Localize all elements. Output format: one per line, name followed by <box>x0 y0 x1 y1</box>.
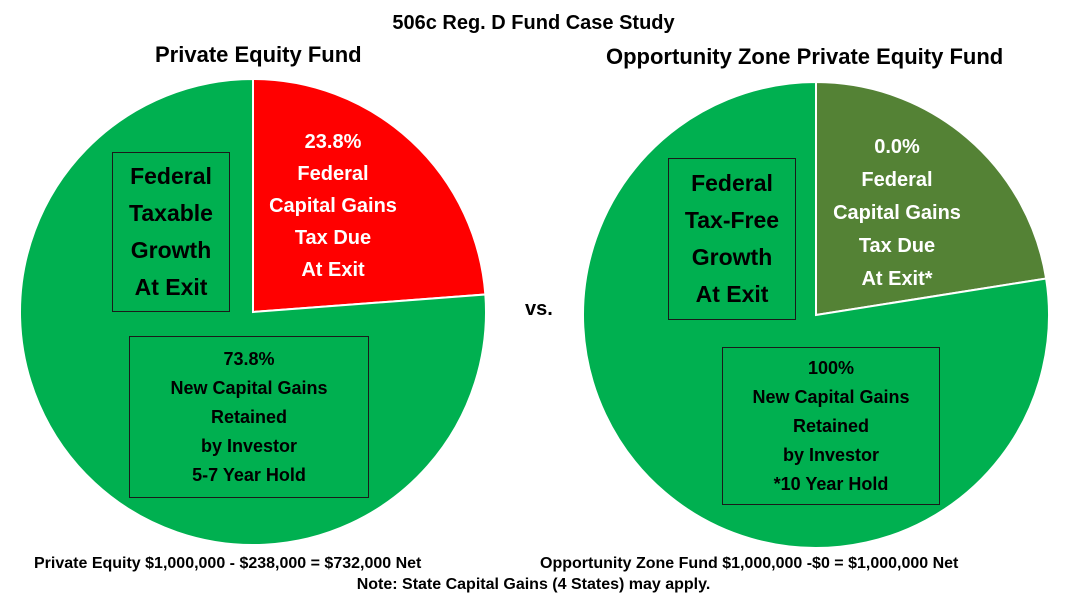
left-pie: 23.8% Federal Capital Gains Tax Due At Exit <box>19 77 487 546</box>
pie-0-slice-1 <box>19 77 487 546</box>
left-federal-label-box: Federal Taxable Growth At Exit <box>112 152 230 312</box>
left-retained-line-2: Retained <box>210 406 288 427</box>
pie-0-slice-0-label-line: 23.8% <box>305 131 362 153</box>
pie-1-slice-0-label-line: Federal <box>861 169 932 191</box>
left-retained-line-1: New Capital Gains <box>170 377 328 398</box>
left-federal-line-0: Federal <box>130 163 212 189</box>
right-retained-line-2: Retained <box>792 415 870 436</box>
right-federal-line-2: Growth <box>691 244 773 270</box>
right-retained-label-box: 100% New Capital Gains Retained by Investor… <box>722 347 940 505</box>
left-chart-title: Private Equity Fund <box>155 42 362 67</box>
right-retained-line-0: 100% <box>807 357 855 378</box>
pie-1-slice-0-label-line: 0.0% <box>874 136 920 158</box>
right-federal-label-box: Federal Tax-Free Growth At Exit <box>668 158 796 320</box>
pie-0-slice-0-label-line: Capital Gains <box>269 195 397 217</box>
right-footer-text: Opportunity Zone Fund $1,000,000 -$0 = $… <box>540 555 959 572</box>
vs-label: vs. <box>525 298 553 320</box>
left-retained-line-0: 73.8% <box>223 348 275 369</box>
pie-0-slice-0 <box>252 77 487 314</box>
left-retained-label-box: 73.8% New Capital Gains Retained by Investo… <box>129 336 369 498</box>
pie-0-slice-0-label: 23.8% Federal Capital Gains Tax Due At Exit <box>269 131 397 281</box>
pie-1-slice-0-label-line: Tax Due <box>859 235 935 257</box>
main-title: 506c Reg. D Fund Case Study <box>392 12 675 34</box>
left-federal-line-3: At Exit <box>134 274 208 300</box>
left-federal-line-1: Taxable <box>129 200 213 226</box>
pie-1-slice-0-label-line: Capital Gains <box>833 202 961 224</box>
right-federal-line-3: At Exit <box>695 281 769 307</box>
right-federal-line-1: Tax-Free <box>684 207 780 233</box>
left-retained-line-3: by Investor <box>200 435 298 456</box>
pie-0-slice-0-label-line: At Exit <box>301 259 365 281</box>
right-retained-line-1: New Capital Gains <box>752 386 910 407</box>
pie-1-slice-0-label-line: At Exit* <box>861 268 932 290</box>
left-footer-text: Private Equity $1,000,000 - $238,000 = $… <box>34 555 422 572</box>
right-retained-line-4: *10 Year Hold <box>773 473 889 494</box>
right-retained-line-3: by Investor <box>782 444 880 465</box>
footer-note: Note: State Capital Gains (4 States) may… <box>356 576 711 593</box>
pie-1-slice-0 <box>815 80 1048 317</box>
left-federal-line-2: Growth <box>130 237 212 263</box>
pie-1-slice-1 <box>581 80 1050 549</box>
pie-0-slice-0-label-line: Federal <box>297 163 368 185</box>
right-pie: 0.0% Federal Capital Gains Tax Due At Exit* <box>581 80 1050 549</box>
pie-1-slice-0-label: 0.0% Federal Capital Gains Tax Due At Exit* <box>833 136 961 290</box>
pie-0-slice-0-label-line: Tax Due <box>295 227 371 249</box>
right-federal-line-0: Federal <box>691 170 773 196</box>
right-chart-title: Opportunity Zone Private Equity Fund <box>606 44 1004 69</box>
left-retained-line-4: 5-7 Year Hold <box>192 464 306 485</box>
